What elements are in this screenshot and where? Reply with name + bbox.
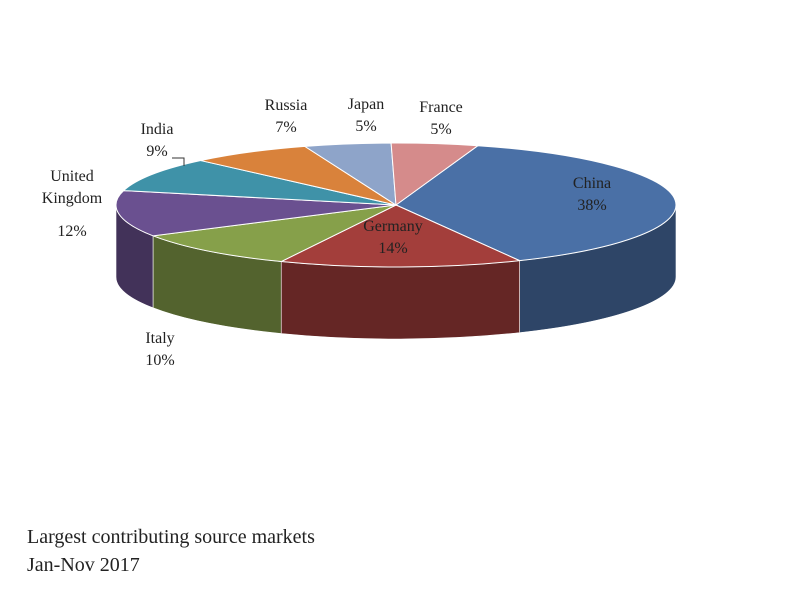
slice-value-label: 10% (145, 352, 175, 369)
slice (395, 145, 677, 262)
chart-subtitle: Jan-Nov 2017 (27, 554, 140, 576)
slice-value-label: 12% (57, 223, 87, 240)
slice-label: Germany (363, 218, 423, 235)
slice (200, 145, 397, 206)
slice-value-label: 5% (430, 121, 452, 138)
slice (279, 204, 522, 268)
slice (152, 204, 397, 263)
slice (115, 190, 397, 237)
slice-label: Italy (145, 330, 175, 347)
slice-value-label: 9% (146, 143, 168, 160)
slice-value-label: 14% (378, 240, 408, 257)
slice-value-label: 7% (275, 119, 297, 136)
leader-line (172, 157, 185, 166)
slice-label: India (140, 121, 174, 138)
slice-label: United Kingdom (41, 168, 103, 207)
slice-value-label: 38% (577, 197, 607, 214)
slice-label: Russia (264, 97, 308, 114)
slice-value-label: 5% (355, 118, 377, 135)
slice-label: China (572, 175, 612, 192)
slice (122, 160, 397, 206)
chart-title: Largest contributing source markets (27, 526, 315, 548)
slice (390, 142, 480, 206)
slice-side (280, 260, 520, 340)
slice-label: France (419, 99, 463, 116)
slice-label: Japan (347, 96, 385, 113)
